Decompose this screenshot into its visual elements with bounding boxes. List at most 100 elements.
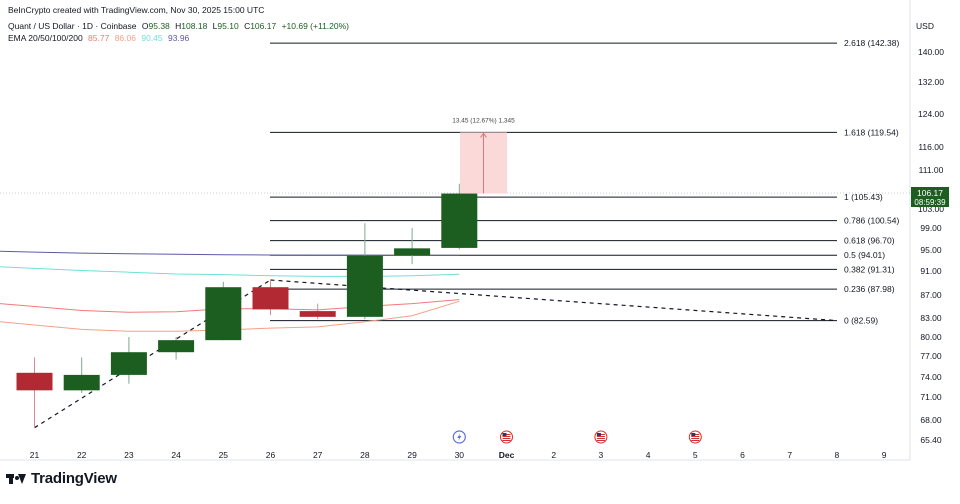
- lightning-bolt-icon[interactable]: [452, 430, 466, 444]
- price-badge-countdown: 08:59:39: [914, 198, 946, 207]
- currency-label: USD: [916, 21, 934, 31]
- price-tick-label: 65.40: [920, 435, 942, 445]
- fib-level-label: 2.618 (142.38): [844, 38, 899, 48]
- fib-level-label: 0.382 (91.31): [844, 264, 895, 274]
- candle-body: [16, 372, 53, 391]
- price-tick-label: 95.00: [920, 245, 942, 255]
- time-tick-label: 30: [455, 450, 465, 460]
- change-value: +10.69 (+11.20%): [281, 21, 349, 31]
- price-tick-label: 71.00: [920, 392, 942, 402]
- close-number: 106.17: [250, 21, 277, 31]
- high-number: 108.18: [181, 21, 208, 31]
- open-number: 95.38: [148, 21, 170, 31]
- time-tick-label: 8: [835, 450, 840, 460]
- candle-body: [394, 248, 431, 256]
- time-tick-label: 6: [740, 450, 745, 460]
- ema-line: EMA 20/50/100/200 85.77 86.06 90.45 93.9…: [8, 33, 192, 43]
- fib-level-label: 1.618 (119.54): [844, 127, 899, 137]
- close-value: C106.17: [244, 21, 279, 31]
- open-label: O: [141, 21, 149, 31]
- fib-level-label: 0.5 (94.01): [844, 250, 885, 260]
- time-tick-label: 27: [313, 450, 323, 460]
- candle-body: [205, 287, 242, 341]
- ema-line-ema200: [0, 250, 460, 256]
- tradingview-logo-icon: [6, 472, 26, 486]
- price-tick-label: 80.00: [920, 332, 942, 342]
- ema-line-ema100: [0, 266, 460, 277]
- ohlc-line: Quant / US Dollar · 1D · Coinbase O95.38…: [8, 21, 352, 31]
- us-flag-icon[interactable]: [688, 430, 702, 444]
- price-axis[interactable]: 140.00 132.00 124.00 116.00 111.00 103.00 99.0…: [918, 47, 944, 445]
- footer-brand[interactable]: TradingView: [6, 470, 117, 487]
- event-markers[interactable]: [452, 430, 702, 444]
- fib-retracement[interactable]: 0 (82.59) 0.236 (87.98) 0.382 (91.31) 0.5 (…: [270, 38, 899, 326]
- low-label: L: [212, 21, 218, 31]
- candle-body: [63, 374, 100, 391]
- candle-body: [158, 340, 195, 353]
- time-tick-label: 9: [882, 450, 887, 460]
- price-tick-label: 99.00: [920, 223, 942, 233]
- falling-trendline[interactable]: [270, 279, 837, 322]
- price-tick-label: 74.00: [920, 372, 942, 382]
- low-value: L95.10: [213, 21, 242, 31]
- price-tick-label: 116.00: [918, 142, 944, 152]
- price-tick-label: 124.00: [918, 109, 944, 119]
- credit-line: BeInCrypto created with TradingView.com,…: [8, 5, 267, 15]
- price-badge-bg: [911, 187, 949, 207]
- measure-tool[interactable]: 13.45 (12.67%) 1,345: [452, 117, 515, 194]
- candle-body: [299, 311, 336, 317]
- candle-body: [110, 352, 147, 375]
- last-price-badge: 106.17 08:59:39: [911, 187, 949, 207]
- candles: [16, 183, 478, 428]
- time-tick-label: 23: [124, 450, 134, 460]
- price-tick-label: 132.00: [918, 77, 944, 87]
- price-tick-label: 83.00: [920, 313, 942, 323]
- ema-label[interactable]: EMA 20/50/100/200: [8, 33, 83, 43]
- fib-level-label: 0 (82.59): [844, 316, 878, 326]
- low-number: 95.10: [217, 21, 239, 31]
- time-tick-label: 7: [787, 450, 792, 460]
- time-tick-label: 26: [266, 450, 276, 460]
- price-tick-label: 103.00: [918, 204, 944, 214]
- ema200-value: 93.96: [168, 33, 190, 43]
- time-tick-label: 25: [219, 450, 229, 460]
- price-tick-label: 77.00: [920, 351, 942, 361]
- open-value: O95.38: [142, 21, 173, 31]
- trendlines[interactable]: [34, 279, 837, 429]
- time-tick-label: 24: [171, 450, 181, 460]
- ema50-value: 86.06: [114, 33, 136, 43]
- credit-text: BeInCrypto created with TradingView.com,…: [8, 5, 265, 15]
- measure-label: 13.45 (12.67%) 1,345: [452, 117, 515, 124]
- time-tick-label: 22: [77, 450, 87, 460]
- ema100-value: 90.45: [141, 33, 163, 43]
- fib-level-label: 1 (105.43): [844, 192, 883, 202]
- fib-level-label: 0.236 (87.98): [844, 284, 895, 294]
- price-tick-label: 87.00: [920, 290, 942, 300]
- price-tick-label: 140.00: [918, 47, 944, 57]
- time-axis[interactable]: 21 22 23 24 25 26 27 28 29 30 Dec 2 3 4 5 6 7 8 9: [30, 450, 887, 460]
- candle-body: [252, 287, 289, 310]
- measure-arrow-head: [480, 132, 487, 138]
- high-value: H108.18: [175, 21, 210, 31]
- close-label: C: [244, 21, 251, 31]
- time-tick-label: 4: [646, 450, 651, 460]
- candle-body: [441, 193, 478, 248]
- price-tick-label: 91.00: [920, 266, 942, 276]
- brand-name: TradingView: [31, 470, 117, 487]
- fib-level-label: 0.618 (96.70): [844, 236, 895, 246]
- high-label: H: [175, 21, 182, 31]
- us-flag-icon[interactable]: [594, 430, 608, 444]
- time-tick-label: 3: [599, 450, 604, 460]
- time-tick-label: 2: [551, 450, 556, 460]
- price-tick-label: 68.00: [920, 415, 942, 425]
- time-tick-label: 28: [360, 450, 370, 460]
- symbol-name[interactable]: Quant / US Dollar · 1D · Coinbase: [8, 21, 137, 31]
- us-flag-icon[interactable]: [500, 430, 513, 444]
- price-badge-value: 106.17: [917, 188, 943, 198]
- time-tick-label: Dec: [499, 450, 515, 460]
- time-tick-label: 21: [30, 450, 40, 460]
- fib-level-label: 0.786 (100.54): [844, 216, 899, 226]
- candle-body: [346, 255, 383, 317]
